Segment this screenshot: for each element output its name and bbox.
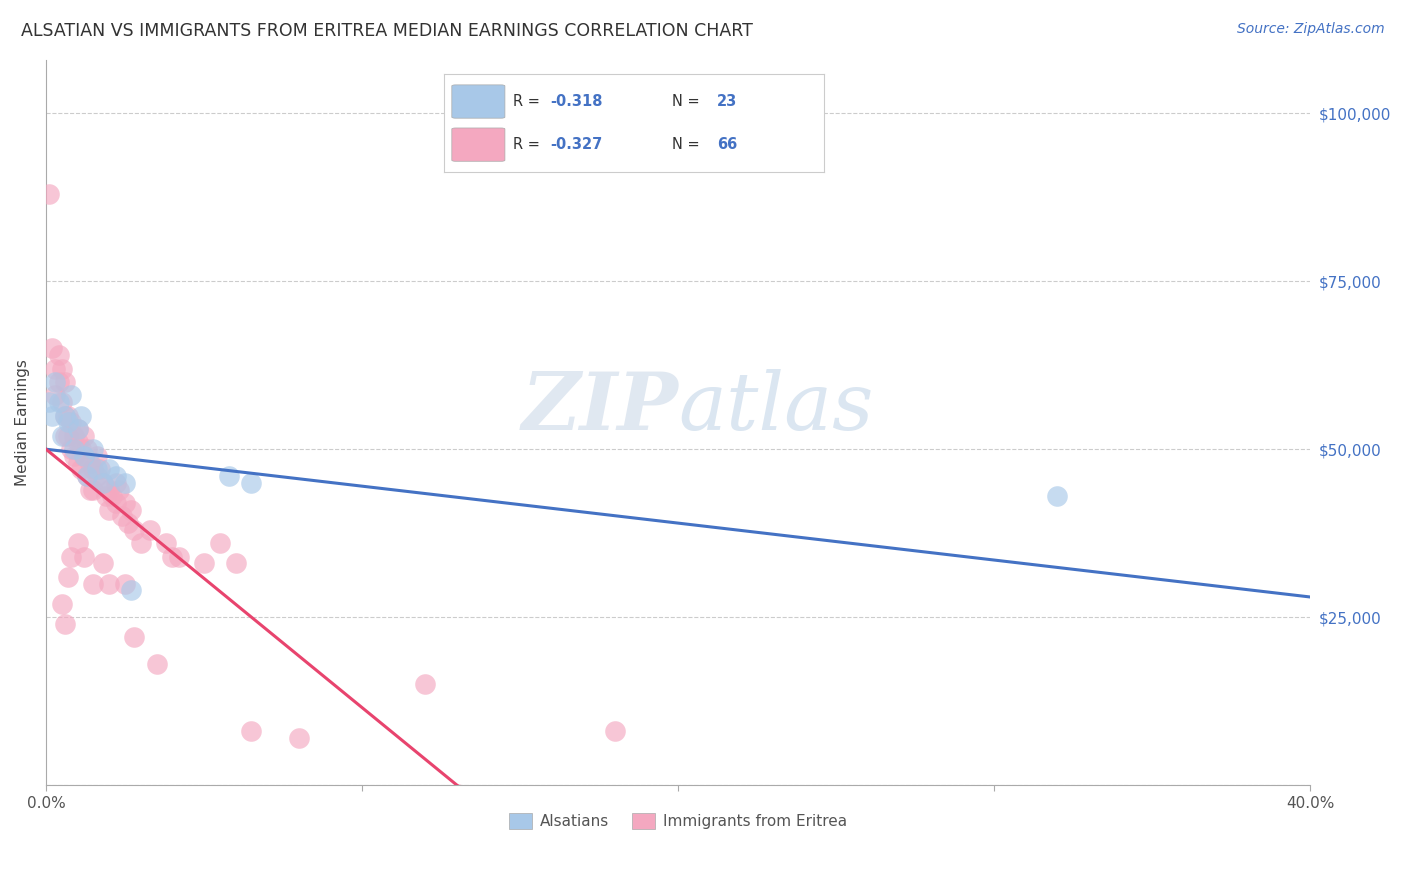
Point	[91, 475, 114, 490]
Point	[104, 475, 127, 490]
Point	[240, 724, 263, 739]
Point	[44, 375, 66, 389]
Point	[139, 523, 162, 537]
Point	[53, 429, 76, 443]
Point	[86, 469, 108, 483]
Point	[66, 456, 89, 470]
Point	[60, 388, 83, 402]
Point	[76, 442, 98, 457]
Point	[38, 395, 60, 409]
Point	[117, 516, 139, 530]
Point	[94, 489, 117, 503]
Point	[56, 570, 79, 584]
Point	[107, 483, 129, 497]
Point	[53, 409, 76, 423]
Point	[41, 342, 63, 356]
Point	[1046, 489, 1069, 503]
Legend: Alsatians, Immigrants from Eritrea: Alsatians, Immigrants from Eritrea	[503, 807, 853, 836]
Point	[124, 523, 146, 537]
Point	[51, 597, 73, 611]
Point	[82, 576, 104, 591]
Point	[124, 630, 146, 644]
Point	[98, 483, 121, 497]
Point	[76, 469, 98, 483]
Text: ZIP: ZIP	[522, 369, 678, 447]
Point	[60, 549, 83, 564]
Point	[98, 502, 121, 516]
Point	[167, 549, 190, 564]
Point	[225, 557, 247, 571]
Point	[66, 422, 89, 436]
Point	[98, 576, 121, 591]
Point	[155, 536, 177, 550]
Point	[288, 731, 311, 745]
Point	[48, 375, 70, 389]
Point	[53, 375, 76, 389]
Point	[218, 469, 240, 483]
Text: atlas: atlas	[678, 369, 873, 447]
Point	[120, 502, 142, 516]
Point	[73, 549, 96, 564]
Point	[56, 415, 79, 429]
Point	[73, 449, 96, 463]
Point	[82, 462, 104, 476]
Point	[98, 462, 121, 476]
Point	[82, 483, 104, 497]
Point	[413, 677, 436, 691]
Point	[66, 435, 89, 450]
Point	[51, 395, 73, 409]
Point	[129, 536, 152, 550]
Point	[111, 509, 134, 524]
Point	[82, 442, 104, 457]
Point	[79, 483, 101, 497]
Point	[56, 429, 79, 443]
Point	[104, 496, 127, 510]
Point	[66, 536, 89, 550]
Point	[104, 469, 127, 483]
Point	[51, 429, 73, 443]
Point	[53, 409, 76, 423]
Point	[41, 409, 63, 423]
Point	[48, 348, 70, 362]
Point	[60, 442, 83, 457]
Point	[89, 462, 111, 476]
Point	[63, 442, 86, 457]
Point	[53, 616, 76, 631]
Point	[240, 475, 263, 490]
Point	[120, 583, 142, 598]
Point	[86, 449, 108, 463]
Point	[208, 536, 231, 550]
Point	[76, 469, 98, 483]
Point	[603, 724, 626, 739]
Point	[44, 361, 66, 376]
Point	[91, 475, 114, 490]
Point	[69, 442, 91, 457]
Point	[79, 456, 101, 470]
Point	[44, 388, 66, 402]
Text: ALSATIAN VS IMMIGRANTS FROM ERITREA MEDIAN EARNINGS CORRELATION CHART: ALSATIAN VS IMMIGRANTS FROM ERITREA MEDI…	[21, 22, 754, 40]
Point	[66, 422, 89, 436]
Text: Source: ZipAtlas.com: Source: ZipAtlas.com	[1237, 22, 1385, 37]
Y-axis label: Median Earnings: Median Earnings	[15, 359, 30, 486]
Point	[162, 549, 184, 564]
Point	[73, 449, 96, 463]
Point	[69, 409, 91, 423]
Point	[60, 415, 83, 429]
Point	[114, 475, 136, 490]
Point	[56, 409, 79, 423]
Point	[73, 429, 96, 443]
Point	[114, 496, 136, 510]
Point	[63, 429, 86, 443]
Point	[63, 449, 86, 463]
Point	[69, 462, 91, 476]
Point	[51, 361, 73, 376]
Point	[38, 186, 60, 201]
Point	[114, 576, 136, 591]
Point	[86, 462, 108, 476]
Point	[101, 489, 124, 503]
Point	[193, 557, 215, 571]
Point	[48, 395, 70, 409]
Point	[145, 657, 167, 672]
Point	[91, 557, 114, 571]
